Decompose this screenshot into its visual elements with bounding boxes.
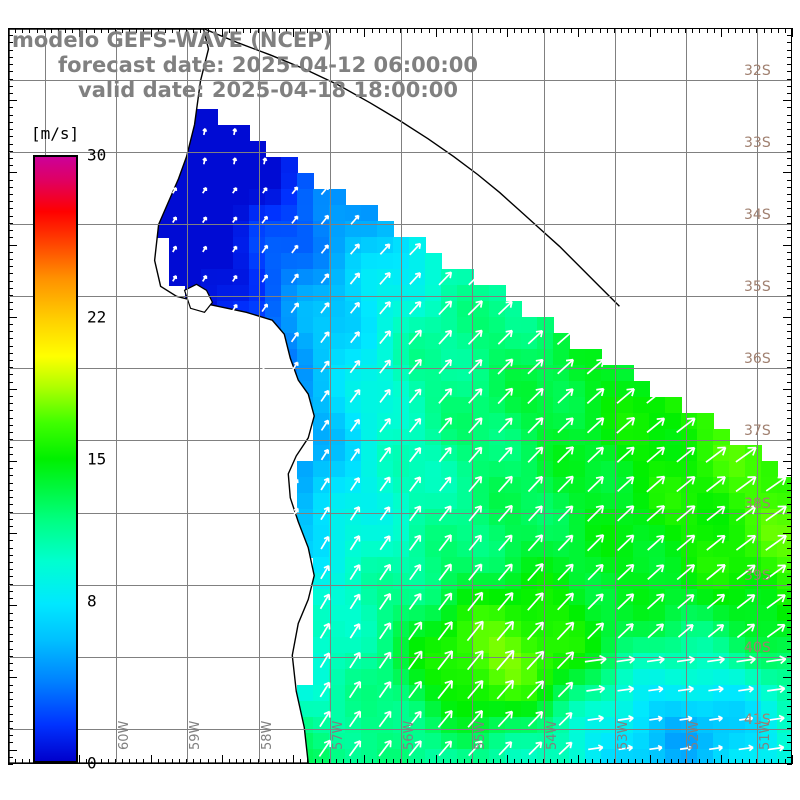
- longitude-label: 58W: [259, 720, 275, 750]
- latitude-label: 38S: [744, 495, 771, 512]
- axis-ticks-right: [783, 28, 792, 765]
- longitude-label: 60W: [116, 720, 132, 750]
- longitude-label: 53W: [615, 720, 631, 750]
- colorbar-tick: 0: [87, 753, 97, 773]
- colorbar-tick: 8: [87, 591, 97, 611]
- land-mask: [9, 29, 791, 763]
- longitude-label: 55W: [473, 720, 489, 750]
- latitude-label: 40S: [744, 639, 771, 656]
- latitude-label: 36S: [744, 351, 771, 368]
- longitude-label: 57W: [330, 720, 346, 750]
- latitude-label: 33S: [744, 134, 771, 151]
- longitude-label: 59W: [188, 720, 204, 750]
- latitude-label: 35S: [744, 279, 771, 295]
- latitude-label: 37S: [744, 423, 771, 440]
- axis-ticks-top: [8, 28, 793, 37]
- longitude-label: 54W: [544, 720, 560, 750]
- latitude-label: 34S: [744, 206, 771, 223]
- colorbar-tick: 30: [87, 145, 107, 165]
- latitude-label: 39S: [744, 567, 771, 584]
- latitude-label: 41S: [744, 711, 771, 728]
- colorbar: [m/s] 30 22 15 8 0: [31, 124, 106, 773]
- axis-ticks-bottom: [8, 755, 793, 764]
- longitude-label: 56W: [402, 720, 417, 750]
- longitude-label: 52W: [687, 720, 703, 750]
- colorbar-tick: 15: [87, 449, 107, 469]
- colorbar-unit-label: [m/s]: [31, 124, 80, 143]
- colorbar-gradient: [33, 155, 78, 763]
- axis-ticks-left: [8, 28, 17, 765]
- map-plot-area[interactable]: [8, 28, 792, 764]
- colorbar-tick: 22: [87, 307, 107, 327]
- latitude-label: 32S: [744, 62, 771, 79]
